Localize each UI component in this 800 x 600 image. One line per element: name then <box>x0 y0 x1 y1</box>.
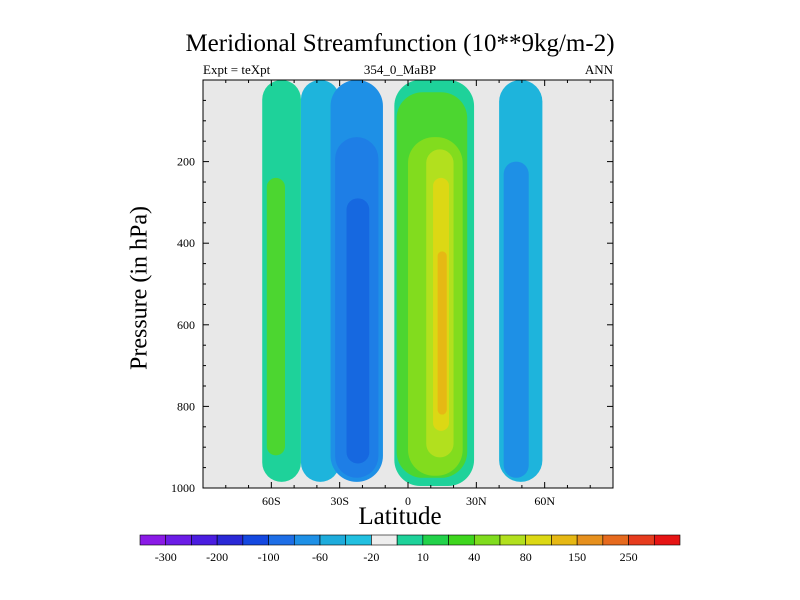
colorbar-box <box>551 534 578 546</box>
colorbar-label: 250 <box>620 550 638 564</box>
y-tick-label: 1000 <box>171 481 195 495</box>
colorbar-label: -300 <box>155 550 177 564</box>
contour-region <box>266 177 285 456</box>
colorbar-label: 40 <box>468 550 480 564</box>
colorbar-box <box>396 534 424 546</box>
colorbar-box <box>371 534 398 546</box>
colorbar-label: 10 <box>417 550 429 564</box>
colorbar-label: -100 <box>258 550 280 564</box>
experiment-label: Expt = teXpt <box>203 62 271 77</box>
x-tick-label: 60S <box>262 494 281 508</box>
colorbar-box <box>525 534 552 546</box>
colorbar-box <box>319 534 347 546</box>
colorbar-label: -60 <box>312 550 328 564</box>
colorbar-box <box>422 534 449 546</box>
colorbar-box <box>216 534 244 546</box>
y-tick-label: 600 <box>177 318 195 332</box>
contour-region <box>346 198 370 464</box>
x-axis: 60S 30S 0 30N 60N <box>202 80 614 508</box>
colorbar-label: 150 <box>568 550 586 564</box>
colorbar-box <box>576 534 604 546</box>
x-tick-label: 0 <box>405 494 411 508</box>
period-label: 354_0_MaBP <box>363 62 437 77</box>
contour-region <box>503 161 529 478</box>
colorbar-box <box>473 534 501 546</box>
colorbar-box <box>628 534 655 546</box>
colorbar-box <box>653 534 681 546</box>
colorbar-box <box>191 534 218 546</box>
colorbar-box <box>602 534 629 546</box>
colorbar-box <box>165 534 192 546</box>
x-axis-label: Latitude <box>358 503 442 530</box>
x-tick-label: 30N <box>466 494 487 508</box>
contour-fields <box>262 80 543 486</box>
colorbar-box <box>268 534 295 546</box>
colorbar-label: -20 <box>363 550 379 564</box>
colorbar-box <box>499 534 527 546</box>
colorbar-box <box>139 534 167 546</box>
season-label: ANN <box>584 62 613 77</box>
chart-title: Meridional Streamfunction (10**9kg/m-2) <box>185 30 615 57</box>
colorbar-box <box>345 534 372 546</box>
y-tick-label: 400 <box>177 236 195 250</box>
contour-region <box>300 80 340 482</box>
y-axis: 200 400 600 800 1000 <box>171 79 613 495</box>
colorbar: -300 -200 -100 -60 -20 10 40 80 150 250 <box>139 534 681 564</box>
colorbar-label: -200 <box>206 550 228 564</box>
x-tick-label: 60N <box>534 494 555 508</box>
colorbar-box <box>448 534 475 546</box>
y-tick-label: 200 <box>177 155 195 169</box>
contour-region <box>437 251 447 415</box>
y-tick-label: 800 <box>177 399 195 413</box>
colorbar-box <box>242 534 269 546</box>
colorbar-label: 80 <box>520 550 532 564</box>
x-tick-label: 30S <box>330 494 349 508</box>
colorbar-box <box>293 534 321 546</box>
